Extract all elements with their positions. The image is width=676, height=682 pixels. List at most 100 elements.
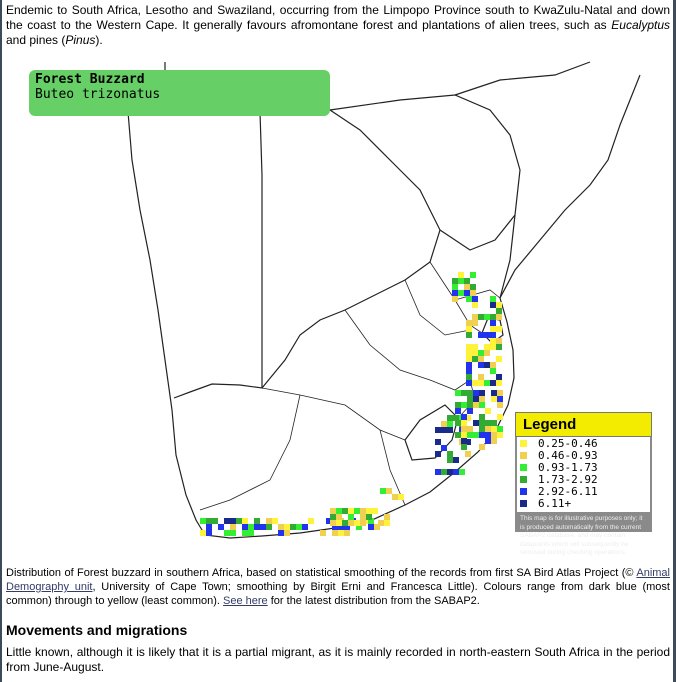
distribution-cell [485,426,491,432]
distribution-cell [497,396,503,402]
distribution-cell [497,414,503,420]
distribution-cell [455,420,461,426]
distribution-cell [490,326,496,332]
legend-swatch [520,464,527,471]
distribution-cell [490,332,496,338]
distribution-cell [461,414,467,420]
legend-label: 0.46-0.93 [538,449,598,462]
intro-paragraph: Endemic to South Africa, Lesotho and Swa… [6,3,670,48]
legend-item: 6.11+ [517,498,650,510]
distribution-cell [465,439,471,445]
distribution-cell [490,338,496,344]
page-border-right [673,0,676,682]
distribution-cell [466,356,472,362]
distribution-cell [348,514,354,520]
distribution-cell [472,350,478,356]
distribution-cell [461,402,467,408]
distribution-cell [242,518,248,524]
distribution-cell [465,415,471,421]
distribution-cells [200,272,503,536]
distribution-cell [485,408,491,414]
distribution-cell [242,530,248,536]
distribution-cell [461,390,467,396]
distribution-cell [496,302,502,308]
distribution-cell [466,332,472,338]
legend-item: 0.93-1.73 [517,462,650,474]
distribution-cell [466,296,472,302]
distribution-cell [466,368,472,374]
distribution-cell [461,420,467,426]
distribution-cell [230,518,236,524]
distribution-cell [386,488,392,494]
distribution-cell [366,514,372,520]
distribution-cell [206,530,212,536]
distribution-cell [458,290,464,296]
distribution-cell [342,508,348,514]
distribution-cell [452,284,458,290]
distribution-cell [478,356,484,362]
distribution-cell [435,439,441,445]
distribution-cell [332,530,338,536]
distribution-cell [496,380,502,386]
distribution-cell [478,374,484,380]
distribution-cell [479,444,485,450]
border-mozambique [454,61,591,299]
legend-swatch [520,452,527,459]
distribution-cell [338,530,344,536]
distribution-cell [380,488,386,494]
distribution-cell [466,344,472,350]
distribution-cell [354,508,360,514]
distribution-cell [497,426,503,432]
distribution-cell [330,514,336,520]
distribution-cell [224,530,230,536]
distribution-cell [452,278,458,284]
map-legend: Legend 0.25-0.46 0.46-0.93 0.93-1.73 1.73-2… [515,412,652,556]
distribution-cell [447,469,453,475]
distribution-cell [326,518,332,524]
distribution-cell [336,508,342,514]
distribution-cell [472,380,478,386]
distribution-cell [478,362,484,368]
distribution-cell [360,508,366,514]
distribution-cell [464,290,470,296]
distribution-cell [296,524,302,530]
distribution-cell [464,284,470,290]
distribution-cell [384,520,390,526]
distribution-cell [479,402,485,408]
distribution-cell [348,520,354,526]
distribution-cell [447,415,453,421]
distribution-cell [466,320,472,326]
distribution-cell [230,530,236,536]
see-here-link[interactable]: See here [223,595,268,607]
distribution-cell [392,494,398,500]
distribution-cell [496,338,502,344]
distribution-cell [496,326,502,332]
distribution-cell [332,524,338,530]
country-borders [127,61,641,539]
distribution-cell [336,520,342,526]
distribution-cell [490,362,496,368]
legend-swatch [520,488,527,495]
distribution-cell [490,314,496,320]
distribution-cell [330,520,336,526]
distribution-cell [338,524,344,530]
distribution-cell [368,518,374,524]
legend-swatch [520,440,527,447]
distribution-cell [248,524,254,530]
distribution-cell [461,444,467,450]
distribution-cell [472,296,478,302]
legend-label: 0.93-1.73 [538,461,598,474]
distribution-cell [344,524,350,530]
distribution-cell [464,278,470,284]
distribution-cell [479,432,485,438]
distribution-cell [485,432,491,438]
distribution-cell [455,432,461,438]
distribution-cell [467,396,473,402]
distribution-cell [441,445,447,451]
animal-demography-link[interactable]: Animal Demography unit [6,567,670,593]
distribution-cell [470,290,476,296]
distribution-cell [466,350,472,356]
species-common-name: Forest Buzzard [35,72,145,87]
legend-item: 2.92-6.11 [517,486,650,498]
distribution-cell [467,402,473,408]
